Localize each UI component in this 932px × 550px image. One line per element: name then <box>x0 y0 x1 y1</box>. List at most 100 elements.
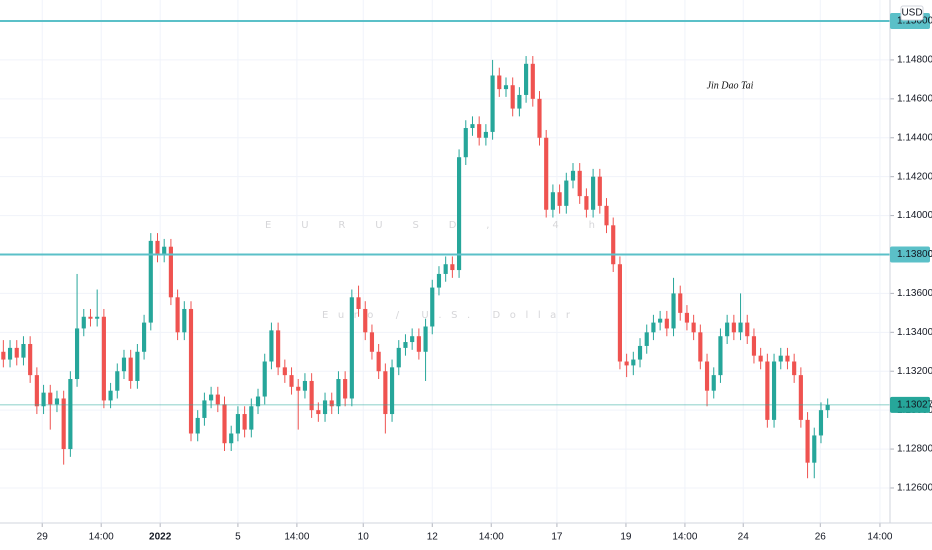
last-price-box <box>890 396 930 413</box>
candle-body <box>81 316 86 329</box>
candle-body <box>41 392 46 407</box>
level-label-box <box>890 246 930 263</box>
x-tick-label: 14:00 <box>479 532 504 543</box>
candle-body <box>436 273 442 288</box>
candle-body <box>349 297 354 399</box>
candle-body <box>731 322 736 333</box>
y-tick-label: 1.12600 <box>897 483 932 494</box>
candle-body <box>235 414 240 434</box>
candle-body <box>711 375 716 391</box>
currency-label: USD <box>901 8 922 19</box>
candle-body <box>363 308 368 333</box>
candle-body <box>262 361 267 397</box>
candle-body <box>678 293 683 313</box>
candle-body <box>168 246 173 298</box>
candle-body <box>584 196 589 210</box>
candle-body <box>282 367 287 376</box>
x-tick-label: 14:00 <box>867 532 892 543</box>
candle-body <box>336 379 341 407</box>
candle-body <box>162 246 167 255</box>
candle-body <box>704 361 710 391</box>
candle-body <box>215 394 220 405</box>
candle-body <box>101 316 106 401</box>
candle-body <box>7 347 13 360</box>
candle-body <box>591 176 596 210</box>
candle-body <box>369 332 375 352</box>
y-tick-label: 1.14400 <box>897 132 932 143</box>
currency-badge <box>900 5 924 21</box>
candle-body <box>456 157 462 271</box>
candle-body <box>296 386 301 391</box>
level-label: 1.15000 <box>897 16 932 27</box>
last-price-label: 1.13027 <box>897 400 932 411</box>
candle-body <box>691 322 696 333</box>
candle-body <box>410 336 415 343</box>
y-tick-label: 1.14800 <box>897 55 932 66</box>
candle-body <box>289 375 294 387</box>
y-tick-label: 1.14200 <box>897 171 932 182</box>
candle-body <box>597 176 602 206</box>
candle-body <box>175 297 180 333</box>
candle-body <box>14 347 19 358</box>
candle-body <box>121 357 127 372</box>
x-tick-label: 12 <box>427 532 439 543</box>
x-tick-label: 14:00 <box>284 532 309 543</box>
candle-body <box>778 355 783 362</box>
candle-body <box>195 417 200 434</box>
x-tick-label: 29 <box>37 532 49 543</box>
candle-body <box>812 435 817 463</box>
candle-body <box>825 404 830 411</box>
candle-body <box>74 328 80 380</box>
candle-body <box>631 359 636 366</box>
candle-body <box>624 361 629 366</box>
candle-body <box>202 400 207 418</box>
candle-body <box>269 330 274 362</box>
level-label: 1.13800 <box>897 249 932 260</box>
candle-body <box>765 361 770 420</box>
candle-body <box>188 308 194 434</box>
candle-body <box>255 396 261 407</box>
candle-body <box>155 240 160 255</box>
x-tick-label: 10 <box>358 532 370 543</box>
candle-body <box>34 375 39 407</box>
candle-body <box>664 318 669 329</box>
candle-body <box>54 398 60 405</box>
y-tick-label: 1.14600 <box>897 93 932 104</box>
candle-body <box>343 379 348 399</box>
candle-body <box>128 357 133 381</box>
candle-body <box>450 264 455 271</box>
candle-body <box>463 128 468 158</box>
candle-body <box>758 355 763 362</box>
candle-body <box>21 343 26 358</box>
candle-body <box>805 419 810 463</box>
candle-body <box>497 75 502 90</box>
candle-body <box>88 316 93 319</box>
candle-body <box>242 414 247 430</box>
candle-body <box>222 404 227 444</box>
candle-body <box>376 351 381 372</box>
x-tick-label: 14:00 <box>89 532 114 543</box>
candles <box>0 20 890 479</box>
y-tick-label: 1.13200 <box>897 366 932 377</box>
grid <box>0 0 890 523</box>
candle-body <box>604 205 609 226</box>
candle-body <box>658 318 663 323</box>
candle-body <box>316 410 321 415</box>
candle-body <box>785 355 790 362</box>
x-tick-label: 26 <box>815 532 827 543</box>
candle-body <box>61 398 66 450</box>
x-tick-label: 19 <box>620 532 632 543</box>
x-tick-label: 24 <box>738 532 750 543</box>
candle-body <box>95 316 100 319</box>
y-tick-label: 1.13400 <box>897 327 932 338</box>
candle-body <box>517 94 522 109</box>
x-tick-label: 2022 <box>149 532 172 543</box>
candle-body <box>577 170 582 197</box>
candle-body <box>698 332 703 362</box>
candle-body <box>745 322 750 337</box>
x-tick-label: 5 <box>235 532 241 543</box>
candle-body <box>396 347 401 368</box>
